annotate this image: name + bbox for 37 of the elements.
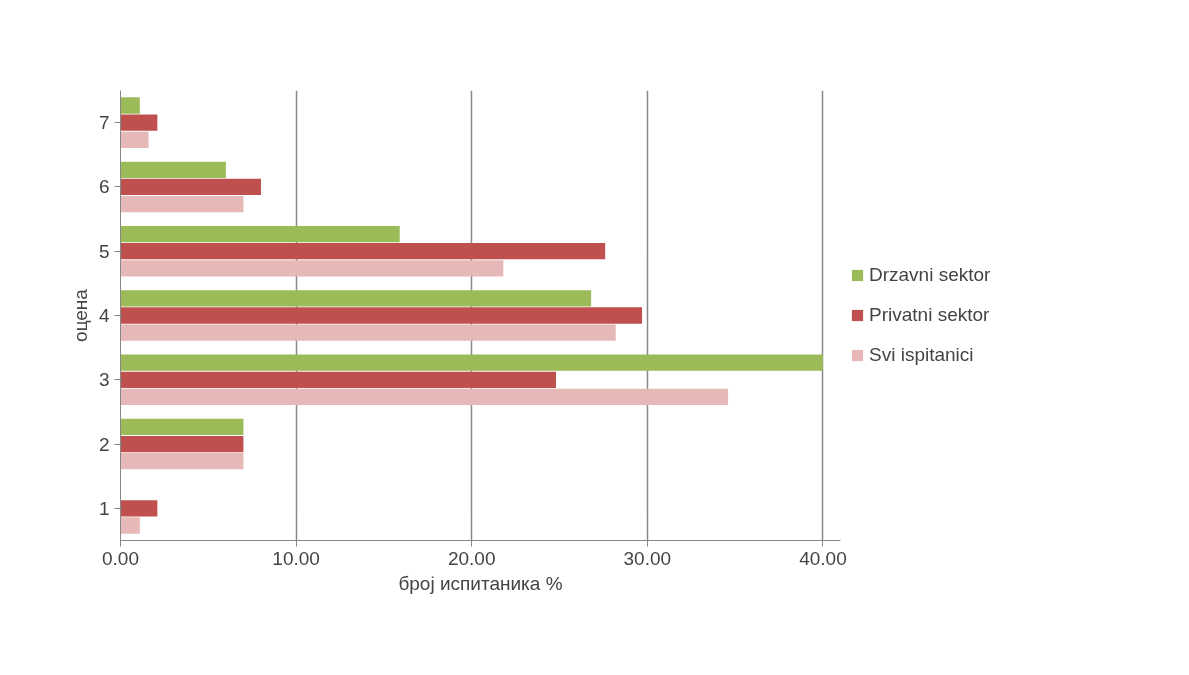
- bar: [120, 500, 158, 517]
- bar: [120, 307, 643, 324]
- y-tick-label: 3: [98, 369, 110, 391]
- legend-label: Drzavni sektor: [869, 264, 991, 286]
- x-axis-title: број испитаника %: [398, 572, 563, 594]
- legend-label: Svi ispitanici: [869, 344, 974, 366]
- bar: [120, 453, 244, 470]
- bar: [120, 260, 504, 277]
- x-tick-label: 0.00: [102, 547, 139, 569]
- bar: [120, 195, 244, 213]
- bar: [120, 290, 592, 307]
- bar: [120, 371, 557, 388]
- bar: [120, 354, 823, 371]
- y-tick-label: 1: [98, 497, 110, 519]
- bar: [120, 178, 261, 196]
- bar: [120, 97, 140, 114]
- bar: [120, 517, 140, 534]
- y-tick-label: 2: [98, 433, 110, 455]
- y-tick-label: 5: [98, 240, 110, 262]
- bar: [120, 435, 244, 453]
- x-tick-label: 40.00: [799, 547, 847, 569]
- y-tick-label: 6: [98, 176, 110, 198]
- y-tick-label: 4: [98, 305, 110, 326]
- y-axis-title: оцена: [69, 288, 91, 342]
- bar: [120, 388, 729, 406]
- x-tick-label: 10.00: [272, 547, 320, 569]
- bar: [120, 324, 616, 341]
- legend-label: Privatni sektor: [869, 304, 990, 326]
- bar: [120, 131, 149, 148]
- bar: [120, 161, 226, 178]
- y-tick-label: 7: [98, 112, 110, 134]
- x-tick-label: 30.00: [623, 547, 672, 569]
- bar: [120, 418, 244, 436]
- x-tick-label: 20.00: [447, 547, 496, 569]
- bar: [120, 225, 400, 243]
- bar: [120, 243, 606, 260]
- bar: [120, 114, 158, 131]
